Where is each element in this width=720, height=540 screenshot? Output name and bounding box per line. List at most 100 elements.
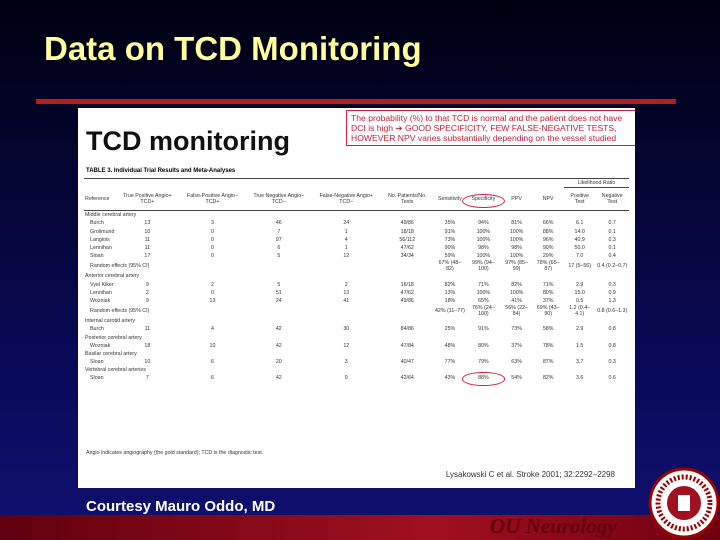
cell: 9 <box>344 375 348 382</box>
reference: Sloan <box>90 359 104 366</box>
cell: 58% <box>542 326 554 333</box>
citation: Lysakowski C et al. Stroke 2001; 32:2292… <box>445 470 615 479</box>
reference: Grolimund <box>90 228 115 235</box>
cell: 48% <box>444 342 456 349</box>
summary-stat: 1.2 (0.4–4.1) <box>569 305 591 318</box>
highlight-oval <box>461 372 505 386</box>
section-label: Posterior cerebral artery <box>85 334 142 341</box>
summary-stat: 78% (65–87) <box>536 260 560 273</box>
cell: 12 <box>343 253 350 260</box>
results-table: Likelihood Ratio Reference True Positive A… <box>84 178 629 383</box>
cell: 79% <box>478 359 489 366</box>
cell: 25% <box>444 326 456 333</box>
cell: 100% <box>509 228 524 235</box>
summary-stat: 97% (85–99) <box>505 260 528 273</box>
column-header: No. Patients/No. Tests <box>387 192 427 205</box>
cell: 1 <box>344 245 348 252</box>
logo-text: OU Neurology <box>490 514 617 538</box>
summary-label: Random effects (95% CI) <box>90 308 150 315</box>
summary-stat: 69% (43–90) <box>536 305 560 318</box>
cell: 0.3 <box>608 236 616 243</box>
section-label: Middle cerebral artery <box>85 212 137 219</box>
reference: Burch <box>90 220 104 227</box>
cell: 35% <box>444 220 456 227</box>
cell: 0.3 <box>608 359 616 366</box>
cell: 90% <box>444 245 456 252</box>
section-row: Anterior cerebral artery <box>84 272 629 280</box>
section-row: Middle cerebral artery <box>84 211 629 220</box>
cell: 2.9 <box>575 326 584 333</box>
cell: 96% <box>542 236 554 243</box>
cell: 81% <box>511 220 522 227</box>
cell: 47/62 <box>400 245 414 252</box>
cell: 4 <box>211 326 214 333</box>
column-header: PPV <box>511 195 522 202</box>
cell: 97 <box>275 236 282 243</box>
reference: Vyel Kiker <box>90 281 114 288</box>
cell: 56/112 <box>399 236 416 243</box>
cell: 91% <box>444 228 456 235</box>
cell: 90% <box>542 245 554 252</box>
reference: Sloan <box>90 375 104 382</box>
cell: 6 <box>211 375 214 382</box>
cell: 94% <box>478 220 489 227</box>
cell: 51 <box>275 289 282 296</box>
cell: 46 <box>275 220 282 227</box>
cell: 3 <box>211 220 214 227</box>
cell: 87% <box>542 359 554 366</box>
cell: 2 <box>211 281 214 288</box>
cell: 42 <box>275 326 282 333</box>
cell: 50.0 <box>574 245 585 252</box>
data-row: Wozniak 9 13 24 41 49/86 18% 65% 41% 37% 0.5 1.3 <box>84 297 629 305</box>
data-row: Sloan 17 0 5 12 34/34 59% 100% 100% 29% 7.0 0.4 <box>84 252 629 260</box>
header-row: Reference True Positive Angio+ TCD+ False-… <box>84 188 629 211</box>
cell: 0.9 <box>608 289 616 296</box>
cell: 100% <box>509 289 524 296</box>
section-label: Internal carotid artery <box>85 318 136 325</box>
cell: 63% <box>511 359 522 366</box>
cell: 30 <box>343 326 350 333</box>
cell: 7 <box>145 375 149 382</box>
summary-stat: 56% (22–84) <box>505 305 528 318</box>
courtesy: Courtesy Mauro Oddo, MD <box>86 498 276 515</box>
cell: 47/84 <box>400 342 414 349</box>
cell: 78% <box>542 342 554 349</box>
cell: 11 <box>144 245 151 252</box>
cell: 0.5 <box>575 297 584 304</box>
cell: 71% <box>478 281 489 288</box>
table-caption: TABLE 3. Individual Trial Results and Me… <box>86 168 236 174</box>
cell: 91% <box>478 326 489 333</box>
cell: 0.4 <box>608 253 616 260</box>
slide-title: Data on TCD Monitoring <box>44 30 422 67</box>
column-header: Negative Test <box>601 193 623 206</box>
cell: 2 <box>344 281 348 288</box>
column-header: True Positive Angio+ TCD+ <box>123 192 172 205</box>
cell: 20 <box>275 359 282 366</box>
cell: 1.5 <box>575 342 584 349</box>
cell: 13 <box>209 297 216 304</box>
cell: 100% <box>476 289 491 296</box>
cell: 100% <box>476 228 491 235</box>
data-row: Burch 13 3 46 24 49/86 35% 94% 81% 66% 6.1 0.7 <box>84 219 629 227</box>
column-header: Sensitivity <box>438 195 462 202</box>
cell: 3.6 <box>575 375 584 382</box>
cell: 0 <box>211 289 214 296</box>
cell: 0.1 <box>608 228 616 235</box>
cell: 13 <box>343 289 350 296</box>
data-row: Vyel Kiker 9 2 5 2 16/18 82% 71% 82% 71% 2.9 0.3 <box>84 281 629 289</box>
cell: 41 <box>343 297 350 304</box>
cell: 10 <box>209 342 216 349</box>
data-row: Sloan 10 6 20 3 40/47 77% 79% 63% 87% 3.7 0.3 <box>84 358 629 366</box>
cell: 0.8 <box>608 326 616 333</box>
cell: 18 <box>144 342 151 349</box>
cell: 0.1 <box>608 245 616 252</box>
cell: 6.1 <box>575 220 584 227</box>
data-row: Wozniak 18 10 42 12 47/84 48% 80% 37% 78% 1.5 0.8 <box>84 342 629 350</box>
group-header: Likelihood Ratio <box>563 178 629 189</box>
cell: 47/62 <box>400 289 414 296</box>
summary-stat: 67% (48–82) <box>438 260 462 273</box>
cell: 6 <box>277 245 281 252</box>
cell: 4 <box>344 236 348 243</box>
reference: Langlois <box>90 236 110 243</box>
